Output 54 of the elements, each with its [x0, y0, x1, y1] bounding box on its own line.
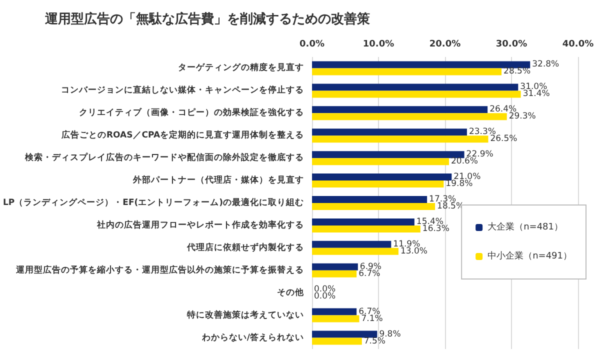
data-label: 7.1% [361, 314, 383, 324]
bar [312, 106, 488, 114]
y-tick-label: わからない/答えられない [200, 332, 304, 343]
y-tick-label: コンバージョンに直結しない媒体・キャンペーンを停止する [61, 84, 304, 96]
bar [312, 196, 428, 203]
data-label: 6.7% [358, 268, 380, 279]
data-label: 26.5% [490, 134, 518, 144]
bar [312, 151, 464, 158]
bar [312, 338, 362, 345]
y-tick-label: 特に改善施策は考えていない [186, 309, 304, 320]
y-tick-label: 外部パートナー（代理店・媒体）を見直す [132, 174, 304, 186]
data-label: 28.5% [504, 66, 531, 77]
bar [312, 308, 357, 316]
bar [312, 263, 358, 270]
bar [312, 180, 444, 188]
y-tick-label: その他 [277, 286, 306, 298]
data-label: 13.0% [400, 246, 428, 256]
text: 運用型広告の「無駄な広告費」を削減するための改善策 [44, 11, 371, 27]
data-label: 16.3% [422, 224, 450, 234]
y-tick-label: LP（ランディングページ）・EF(エントリーフォーム)の最適化に取り組む [2, 197, 304, 208]
data-label: 7.5% [364, 336, 386, 346]
bar [312, 218, 414, 226]
x-tick-label: 40.0% [562, 40, 594, 50]
x-tick-label: 30.0% [496, 40, 528, 50]
x-tick-label: 0.0% [300, 40, 325, 50]
bar [312, 90, 521, 98]
bar [312, 136, 488, 143]
y-tick-label: 検索・ディスプレイ広告のキーワードや配信面の除外設定を徹底する [24, 152, 304, 164]
data-label: 0.0% [314, 291, 336, 302]
legend-label: 大企業（n=481） [488, 222, 564, 232]
y-tick-label: 運用型広告の予算を縮小する・運用型広告以外の施策に予算を振替える [15, 264, 304, 276]
y-tick-label: 広告ごとのROAS／CPAを定期的に見直す運用体制を整える [60, 130, 304, 141]
data-label: 32.8% [532, 60, 560, 70]
bar [312, 270, 357, 278]
bar [312, 174, 452, 181]
y-tick-label: ターゲティングの精度を見直す [178, 62, 304, 74]
bar [312, 330, 378, 338]
x-tick-label: 20.0% [429, 40, 461, 50]
bar [312, 61, 530, 68]
x-tick-label: 10.0% [362, 40, 394, 50]
bar [312, 158, 450, 166]
bar [312, 84, 518, 91]
bar [312, 240, 392, 248]
bar [312, 68, 502, 76]
bar [312, 225, 420, 232]
bar [312, 315, 360, 322]
y-tick-label: 社内の広告運用フローやレポート作成を効率化する [96, 219, 304, 230]
y-tick-label: クリエイティブ（画像・コピー）の効果検証を強化する [79, 107, 304, 118]
legend-label: 中小企業（n=491） [488, 250, 572, 262]
bar [312, 203, 436, 210]
bar [312, 128, 467, 136]
y-tick-label: 代理店に依頼せず内製化する [186, 242, 304, 253]
bar [312, 113, 507, 120]
bar [312, 248, 398, 255]
